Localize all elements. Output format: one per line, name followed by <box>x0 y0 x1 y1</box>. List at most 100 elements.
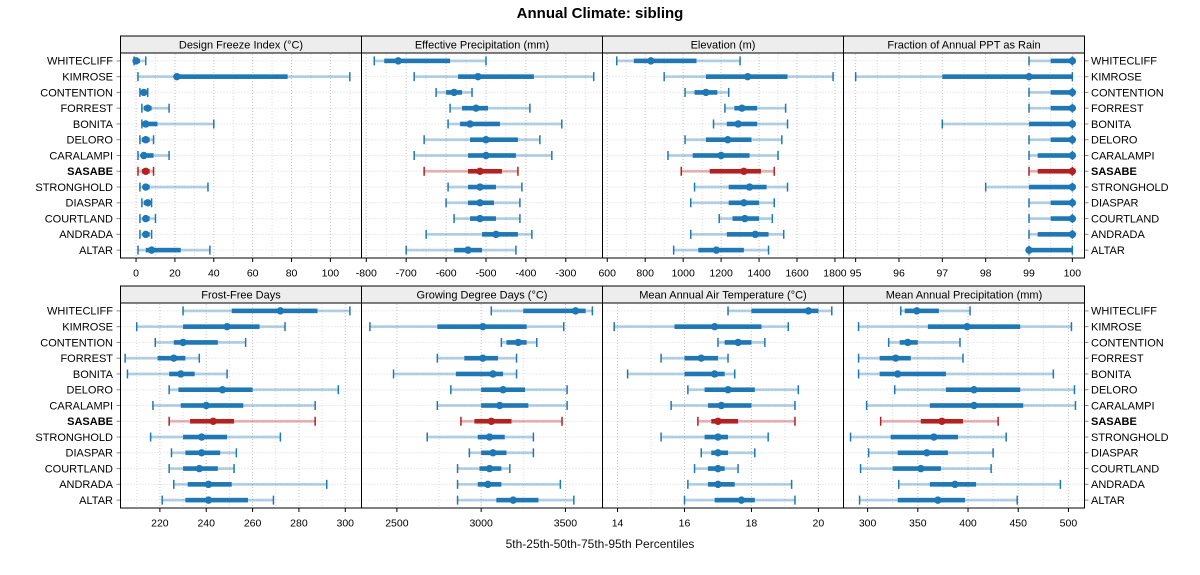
station-label-right: DELORO <box>1091 135 1138 147</box>
iqr-bar <box>1050 58 1073 64</box>
station-label-left: WHITECLIFF <box>47 56 113 68</box>
median-dot <box>450 88 458 97</box>
station-label-right: CONTENTION <box>1091 87 1164 99</box>
station-label-left: STRONGHOLD <box>35 182 113 194</box>
iqr-bar <box>698 247 744 253</box>
station-label-left: WHITECLIFF <box>47 306 113 318</box>
station-label-left: STRONGHOLD <box>35 432 113 444</box>
station-label-left: BONITA <box>73 369 114 381</box>
iqr-bar <box>945 387 1021 393</box>
median-dot <box>923 449 931 457</box>
station-label-left: DIASPAR <box>66 448 114 460</box>
axis-tick-label: -500 <box>475 268 496 280</box>
panel-title: Growing Degree Days (°C) <box>417 289 548 301</box>
median-dot <box>140 151 148 160</box>
station-label-left: KIMROSE <box>62 72 113 84</box>
median-dot <box>484 480 492 489</box>
median-dot <box>1068 136 1077 144</box>
iqr-bar <box>942 74 1073 79</box>
axis-tick-label: 3000 <box>469 518 493 530</box>
station-label-right: DIASPAR <box>1091 448 1139 460</box>
median-dot <box>804 307 813 315</box>
median-dot <box>476 199 484 207</box>
station-label-left: KIMROSE <box>62 322 113 334</box>
median-dot <box>482 136 490 144</box>
station-label-right: BONITA <box>1091 119 1132 131</box>
median-dot <box>934 496 942 504</box>
station-label-left: CONTENTION <box>40 87 113 99</box>
axis-tick-label: 260 <box>244 518 262 530</box>
median-dot <box>970 401 978 410</box>
median-dot <box>724 136 732 144</box>
iqr-bar <box>633 58 697 64</box>
iqr-bar <box>709 168 761 174</box>
median-dot <box>714 417 722 425</box>
median-dot <box>140 88 148 97</box>
axis-tick-label: 220 <box>151 518 169 530</box>
median-dot <box>489 449 497 457</box>
median-dot <box>142 167 150 175</box>
median-dot <box>144 199 152 207</box>
panel-border <box>843 302 1085 509</box>
axis-tick-label: 80 <box>286 268 298 280</box>
median-dot <box>204 496 213 504</box>
panel-border <box>843 52 1085 259</box>
median-dot <box>734 338 742 347</box>
axis-tick-label: 99 <box>1023 268 1035 280</box>
range-band <box>139 185 208 189</box>
panel-title: Effective Precipitation (mm) <box>415 39 549 51</box>
median-dot <box>697 354 705 362</box>
iqr-bar <box>482 232 518 237</box>
median-dot <box>479 354 487 362</box>
range-band <box>888 341 960 344</box>
iqr-bar <box>711 418 739 424</box>
median-dot <box>195 464 203 473</box>
median-dot <box>714 433 722 441</box>
range-band <box>687 482 792 486</box>
axis-tick-label: 600 <box>598 268 616 280</box>
station-label-left: DELORO <box>67 135 114 147</box>
station-label-right: ANDRADA <box>1091 229 1145 241</box>
median-dot <box>495 401 504 410</box>
station-label-right: BONITA <box>1091 369 1132 381</box>
axis-tick-label: -700 <box>396 268 417 280</box>
iqr-bar <box>1050 105 1073 111</box>
axis-tick-label: 96 <box>893 268 905 280</box>
figure-caption: 5th-25th-50th-75th-95th Percentiles <box>505 537 695 551</box>
iqr-bar <box>1050 200 1073 206</box>
median-dot <box>1068 120 1077 128</box>
median-dot <box>745 183 754 191</box>
axis-tick-label: 450 <box>1009 518 1027 530</box>
station-label-right: DIASPAR <box>1091 198 1139 210</box>
median-dot <box>894 370 902 378</box>
median-dot <box>1068 230 1077 239</box>
median-dot <box>202 401 210 410</box>
median-dot <box>1068 57 1077 65</box>
axis-tick-label: 300 <box>859 518 877 530</box>
station-label-right: KIMROSE <box>1091 72 1142 84</box>
axis-tick-label: -300 <box>555 268 576 280</box>
median-dot <box>197 449 206 457</box>
iqr-bar <box>143 121 158 127</box>
iqr-bar <box>897 497 966 503</box>
iqr-bar <box>904 308 939 314</box>
median-dot <box>717 401 726 410</box>
range-band <box>457 482 561 486</box>
median-dot <box>710 370 719 378</box>
iqr-bar <box>751 308 819 314</box>
axis-tick-label: 400 <box>959 518 977 530</box>
station-label-left: CARALAMPI <box>49 150 113 162</box>
station-label-right: COURTLAND <box>1091 213 1159 225</box>
median-dot <box>740 167 748 175</box>
median-dot <box>479 322 487 331</box>
station-label-right: CARALAMPI <box>1091 150 1155 162</box>
median-dot <box>485 433 494 441</box>
axis-tick-label: 60 <box>247 268 259 280</box>
median-dot <box>1068 199 1077 207</box>
range-band <box>450 106 530 110</box>
median-dot <box>571 307 580 315</box>
range-band <box>448 122 562 126</box>
median-dot <box>142 136 150 144</box>
axis-tick-label: -800 <box>356 268 377 280</box>
